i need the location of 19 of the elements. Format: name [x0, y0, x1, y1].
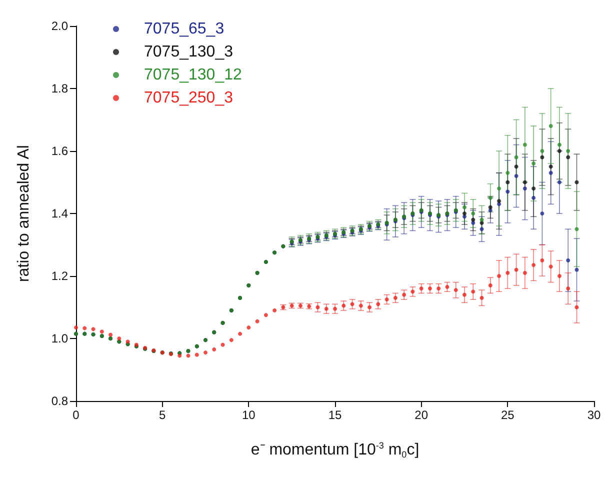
y-tick-label: 1.4	[51, 206, 68, 220]
y-tick-label: 2.0	[51, 19, 68, 33]
x-tick-label: 10	[242, 408, 256, 422]
x-tick-label: 5	[158, 408, 166, 422]
y-tick-label: 1.6	[51, 144, 68, 158]
y-tick-label: 0.8	[51, 394, 68, 408]
legend-label: 7075_130_3	[144, 44, 234, 60]
legend-label: 7075_130_12	[144, 66, 242, 84]
y-axis-title: ratio to annealed Al	[16, 145, 32, 282]
y-tick-label: 1.0	[51, 332, 68, 346]
y-tick-label: 1.8	[51, 82, 68, 96]
x-tick-label: 20	[414, 408, 428, 422]
x-tick-label: 25	[500, 408, 515, 422]
x-tick-label: 15	[328, 408, 342, 422]
y-tick-label: 1.2	[51, 269, 68, 283]
x-tick-label: 30	[587, 408, 601, 422]
x-tick-label: 0	[72, 408, 80, 422]
legend-label: 7075_250_3	[144, 90, 234, 106]
legend-label: 7075_65_3	[144, 20, 224, 38]
